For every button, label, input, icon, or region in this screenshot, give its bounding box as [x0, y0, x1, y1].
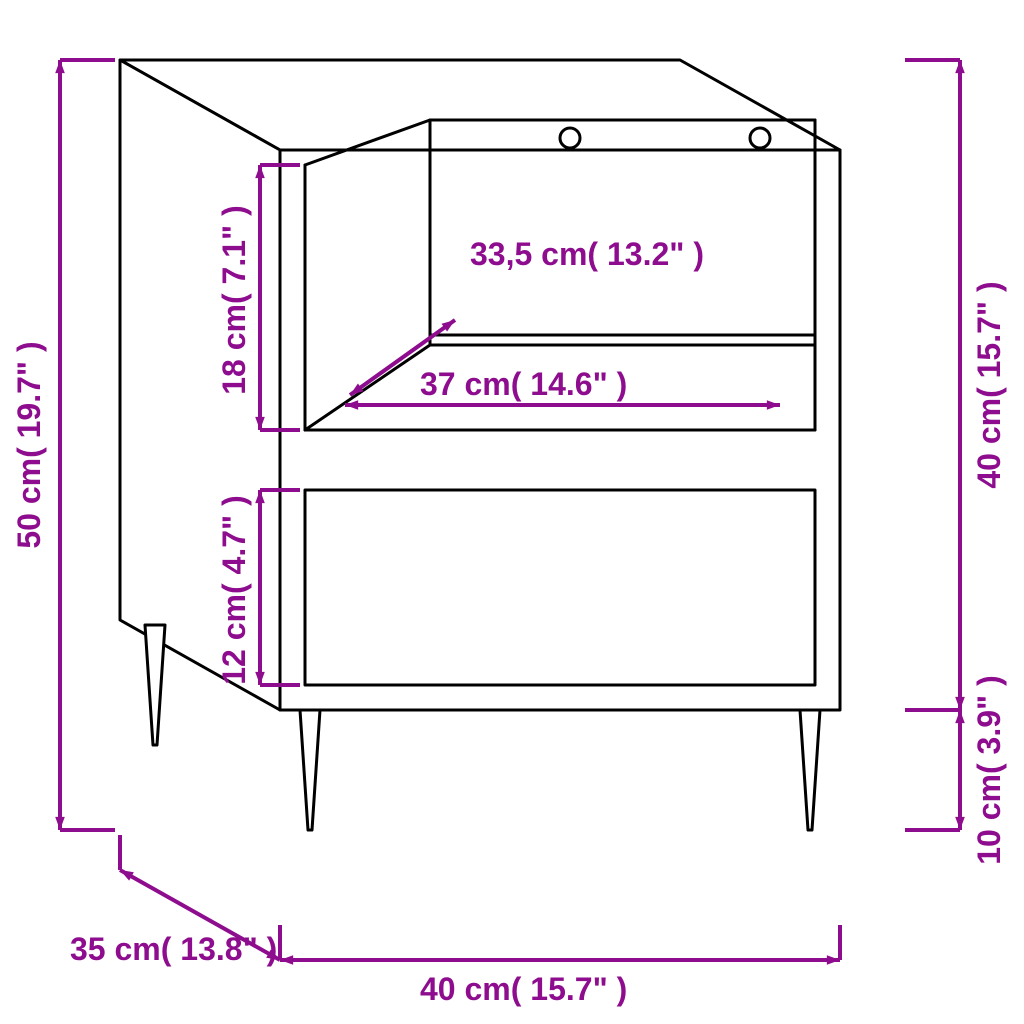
dim-shelf-height: 18 cm( 7.1" ) [216, 205, 252, 394]
dim-depth-inner: 33,5 cm( 13.2" ) [470, 236, 704, 272]
dim-body-height: 40 cm( 15.7" ) [971, 281, 1007, 488]
dim-height-total: 50 cm( 19.7" ) [11, 341, 47, 548]
dim-width-inner: 37 cm( 14.6" ) [420, 366, 627, 402]
dim-drawer-height: 12 cm( 4.7" ) [216, 495, 252, 684]
dim-width-outer: 40 cm( 15.7" ) [420, 971, 627, 1007]
dimension-diagram: 50 cm( 19.7" ) 18 cm( 7.1" ) 12 cm( 4.7" )… [0, 0, 1024, 1024]
dim-leg-height: 10 cm( 3.9" ) [971, 675, 1007, 864]
cabinet-outline [120, 60, 840, 830]
dim-depth-outer: 35 cm( 13.8" ) [70, 931, 277, 967]
